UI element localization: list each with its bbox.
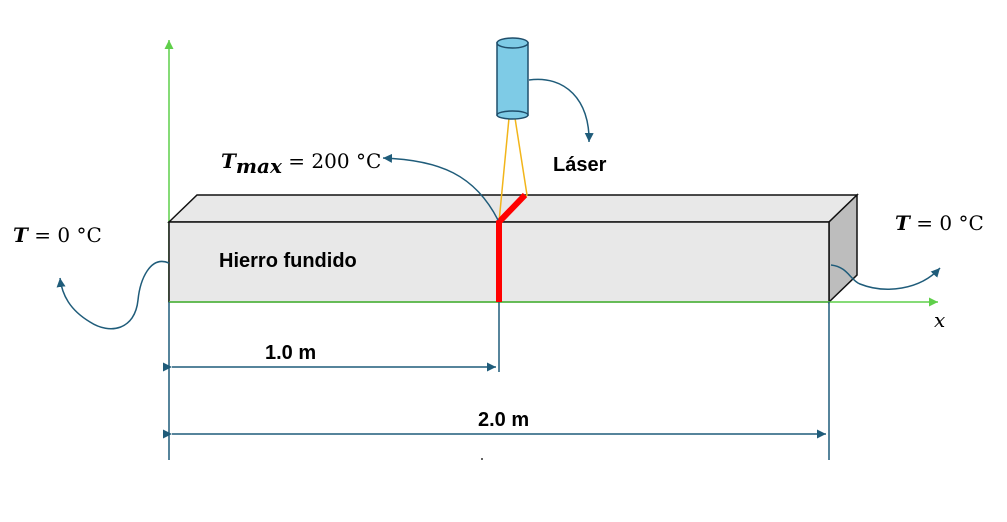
right-bc-symbol: T — [895, 211, 912, 235]
right-bc-value: = 0 °C — [910, 211, 984, 235]
laser-cylinder-icon — [496, 37, 529, 120]
left-bc-symbol: T — [13, 223, 30, 247]
left-bc-value: = 0 °C — [28, 223, 102, 247]
tmax-symbol: T — [221, 149, 238, 173]
dim-full-label: 2.0 m — [478, 409, 529, 431]
tmax-value: = 200 °C — [282, 149, 381, 173]
left-bc-curved-arrow — [56, 260, 170, 330]
material-label: Hierro fundido — [219, 250, 357, 272]
small-dot — [481, 458, 483, 460]
dim-half-label: 1.0 m — [265, 342, 316, 364]
x-axis-label: x — [934, 308, 945, 332]
laser-curved-arrow — [528, 78, 594, 143]
right-bc-label: T = 0 °C — [895, 211, 984, 235]
tmax-subscript: max — [236, 154, 283, 178]
tmax-curved-arrow — [382, 153, 499, 221]
hot-line — [496, 192, 528, 302]
tmax-label: Tmax = 200 °C — [221, 149, 381, 178]
right-bc-curved-arrow — [830, 264, 941, 290]
left-bc-label: T = 0 °C — [13, 223, 102, 247]
laser-label: Láser — [553, 154, 607, 176]
